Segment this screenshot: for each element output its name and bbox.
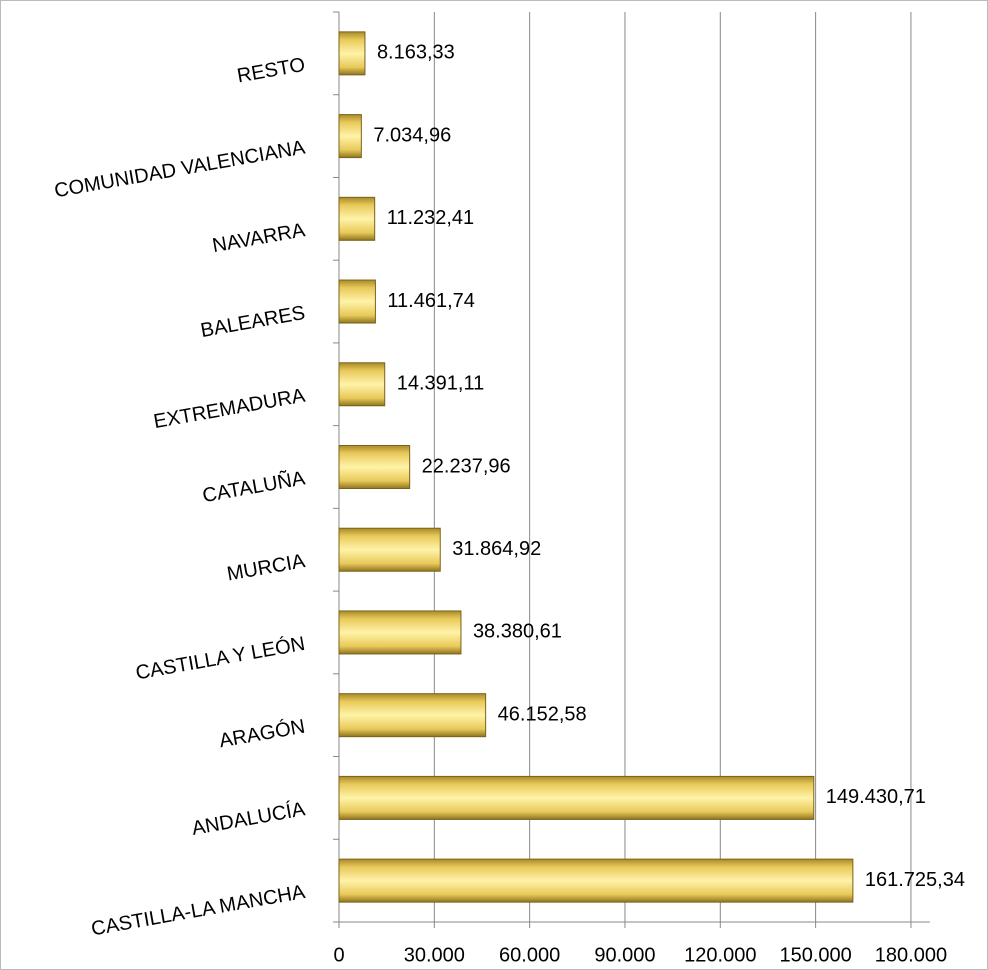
x-tick-label: 60.000 — [499, 944, 560, 966]
y-tick-label: COMUNIDAD VALENCIANA — [53, 136, 308, 202]
value-label: 14.391,11 — [397, 373, 485, 395]
x-tick-label: 120.000 — [684, 944, 756, 966]
value-label: 8.163,33 — [377, 42, 455, 64]
x-tick-label: 30.000 — [404, 944, 465, 966]
value-label: 161.725,34 — [865, 869, 965, 891]
y-tick-label: BALEARES — [199, 302, 307, 342]
value-label: 149.430,71 — [826, 786, 926, 808]
bar — [338, 858, 854, 903]
bar — [338, 114, 362, 159]
y-tick-label: NAVARRA — [211, 219, 308, 257]
bar — [338, 527, 441, 572]
x-tick-label: 0 — [333, 944, 344, 966]
x-tick-label: 90.000 — [594, 944, 655, 966]
value-label: 46.152,58 — [498, 703, 587, 725]
y-tick-label: RESTO — [235, 54, 306, 88]
y-tick-label: CATALUÑA — [200, 465, 307, 507]
value-label: 38.380,61 — [473, 621, 562, 643]
bar — [338, 775, 815, 820]
x-tick-label: 150.000 — [779, 944, 851, 966]
y-tick-label: CASTILLA Y LEÓN — [134, 632, 307, 684]
bar — [338, 279, 376, 324]
y-tick-label: CASTILLA-LA MANCHA — [90, 881, 308, 940]
value-label: 31.864,92 — [452, 538, 541, 560]
y-tick-label: ARAGÓN — [217, 715, 306, 753]
bar — [338, 196, 376, 241]
bar — [338, 362, 386, 407]
y-tick-label: ANDALUCÍA — [190, 797, 307, 840]
bar — [338, 693, 487, 738]
y-tick-label: EXTREMADURA — [152, 385, 307, 433]
value-label: 11.232,41 — [387, 207, 475, 229]
value-label: 7.034,96 — [373, 124, 451, 146]
value-label: 22.237,96 — [422, 455, 511, 477]
value-label: 11.461,74 — [387, 290, 475, 312]
bar — [338, 31, 366, 76]
bar — [338, 610, 462, 655]
y-tick-label: MURCIA — [225, 550, 307, 585]
x-tick-label: 180.000 — [875, 944, 947, 966]
bar — [338, 445, 411, 489]
